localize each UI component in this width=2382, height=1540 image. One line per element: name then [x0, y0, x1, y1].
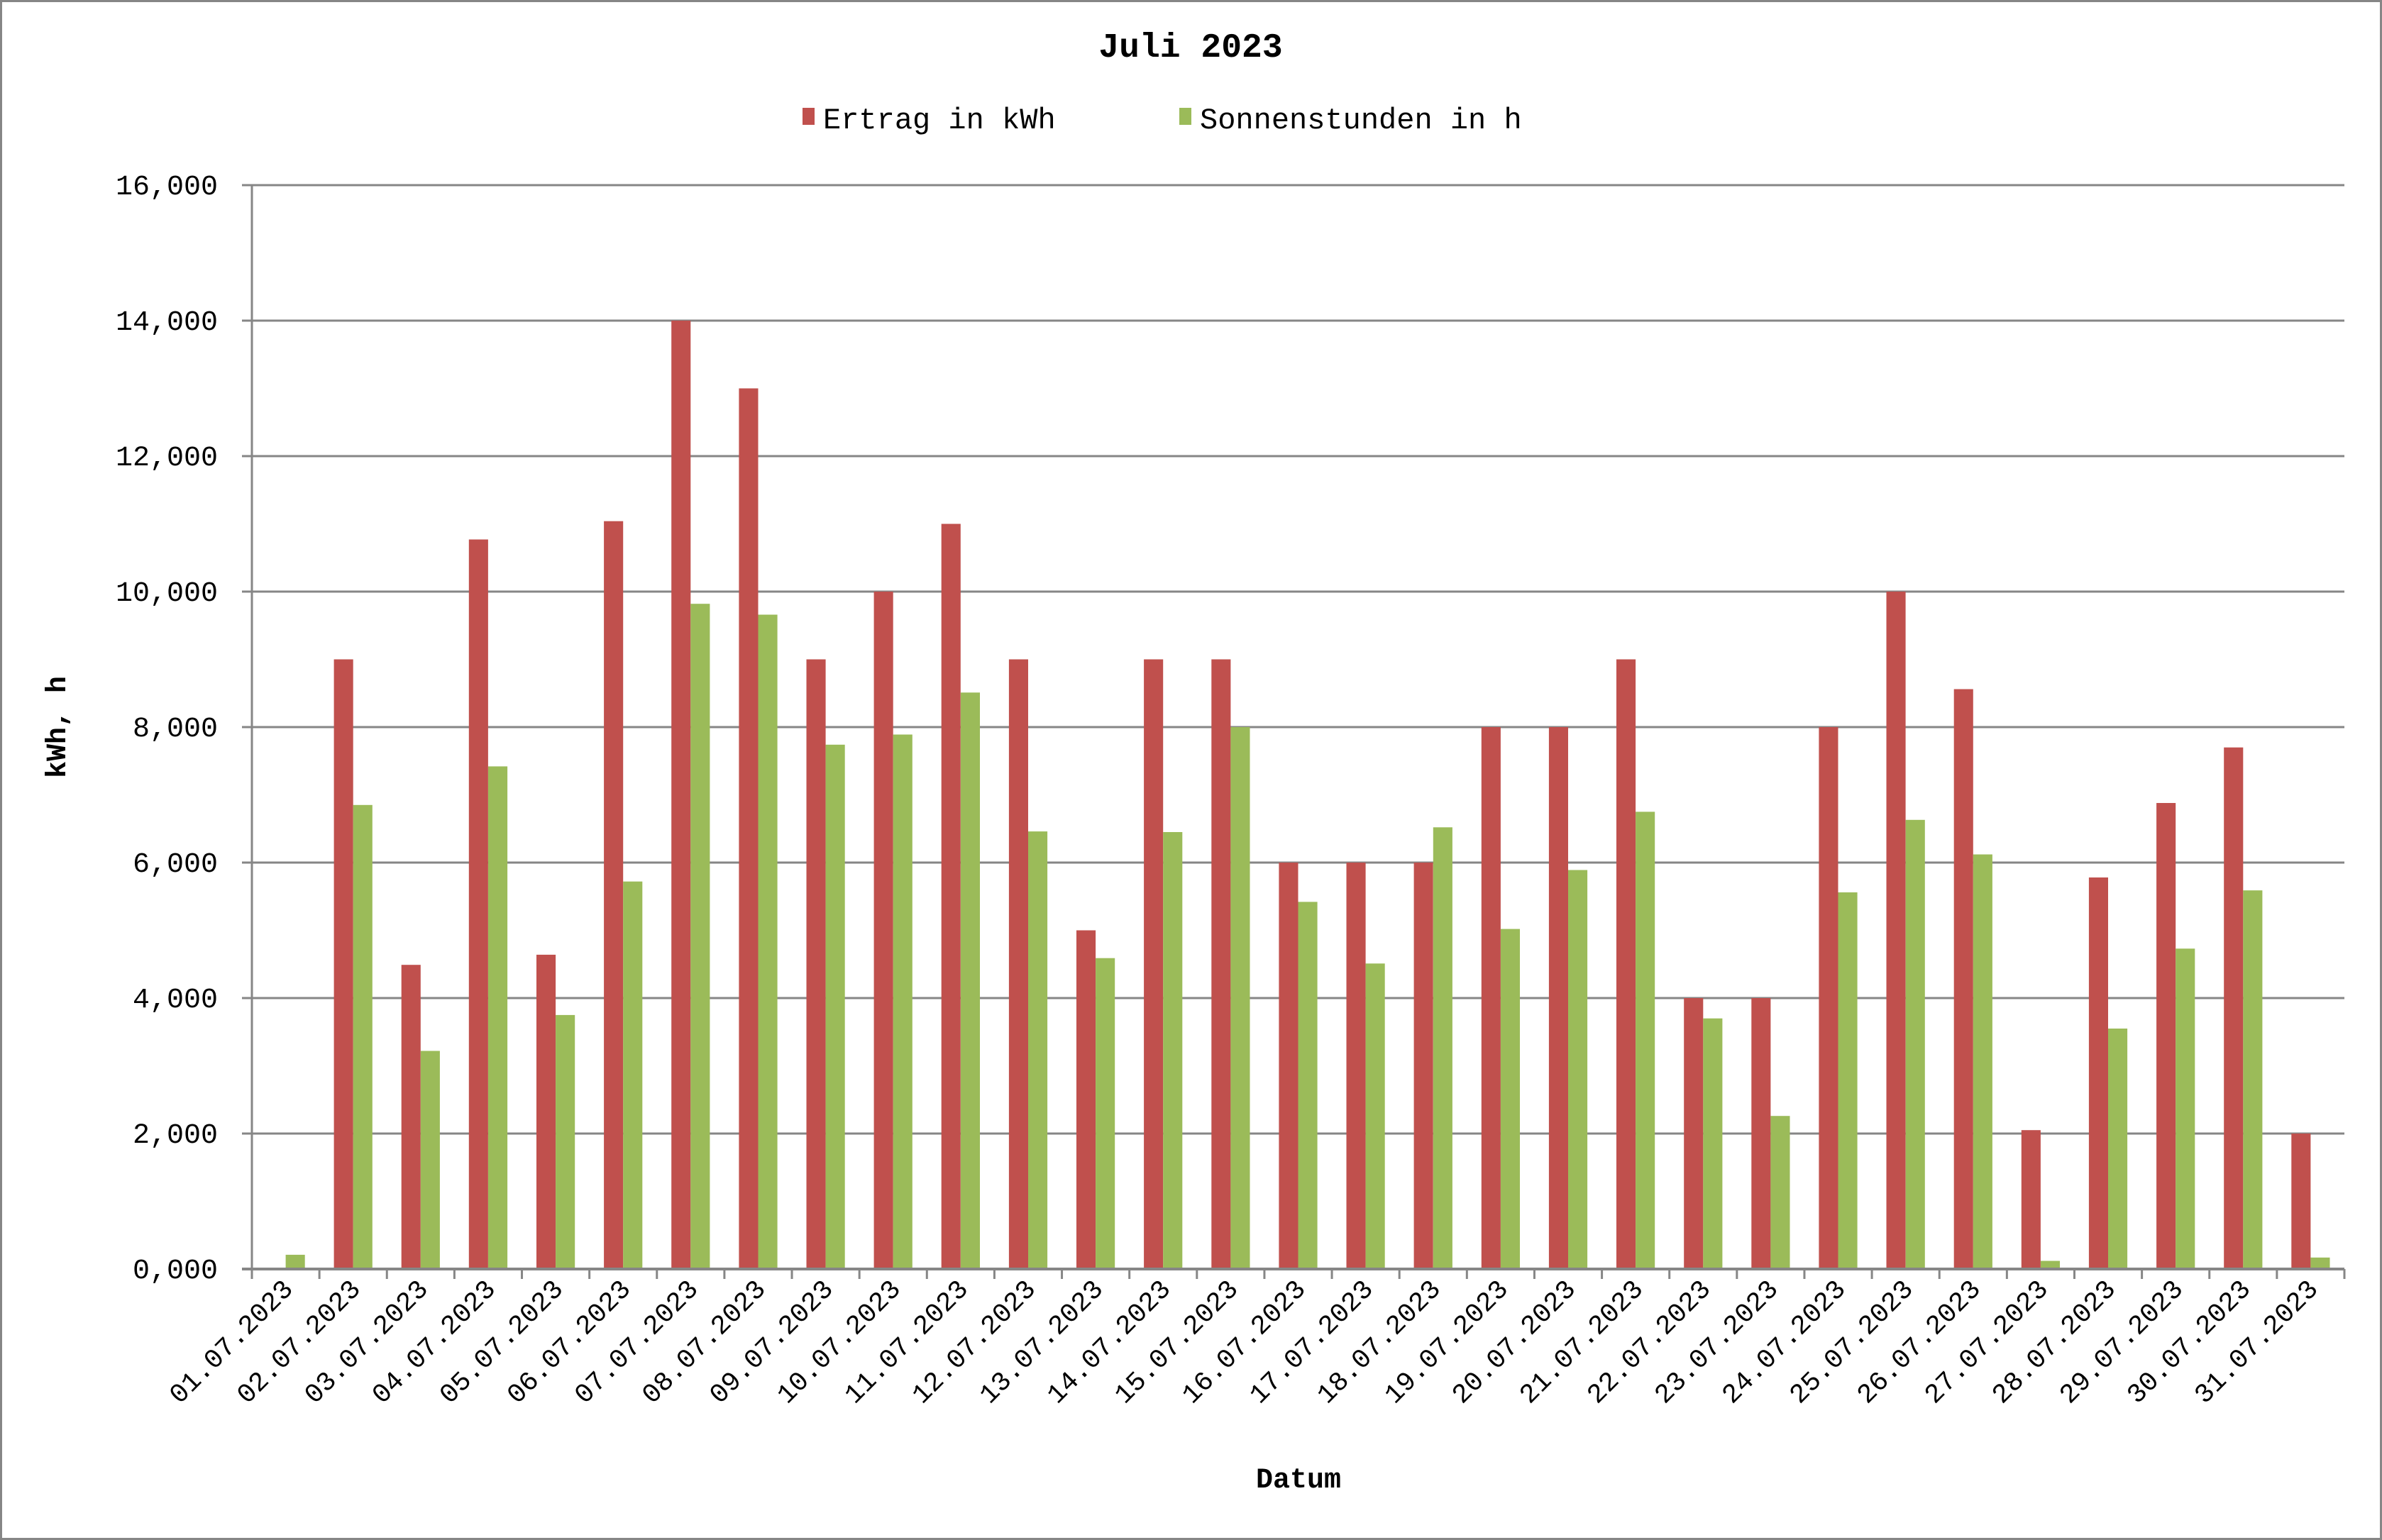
bar-ertrag: [1886, 592, 1906, 1269]
bar-sonnenstunden: [2040, 1261, 2060, 1269]
bar-sonnenstunden: [1973, 854, 1992, 1269]
bar-sonnenstunden: [893, 734, 912, 1269]
legend-swatch-sonnenstunden: [1179, 108, 1191, 125]
legend-label-ertrag: Ertrag in kWh: [823, 104, 1056, 138]
bar-ertrag: [1751, 998, 1771, 1269]
legend-swatch-ertrag: [803, 108, 815, 125]
bar-ertrag: [604, 521, 624, 1270]
y-tick-label: 2,000: [133, 1120, 218, 1152]
bar-ertrag: [2156, 803, 2176, 1269]
bar-sonnenstunden: [1636, 811, 1655, 1269]
bar-sonnenstunden: [488, 766, 508, 1269]
bar-ertrag: [1279, 863, 1298, 1269]
bar-sonnenstunden: [1230, 727, 1250, 1269]
bar-ertrag: [401, 965, 421, 1269]
y-tick-label: 4,000: [133, 985, 218, 1016]
bar-sonnenstunden: [2243, 890, 2263, 1269]
legend-label-sonnenstunden: Sonnenstunden in h: [1200, 104, 1522, 138]
y-tick-label: 10,000: [116, 578, 218, 610]
bar-sonnenstunden: [1770, 1116, 1790, 1269]
bar-sonnenstunden: [758, 614, 778, 1269]
bar-sonnenstunden: [1568, 870, 1588, 1269]
bar-ertrag: [2224, 747, 2244, 1269]
bar-sonnenstunden: [1433, 827, 1452, 1269]
bar-ertrag: [1953, 689, 1973, 1269]
bar-sonnenstunden: [1838, 892, 1858, 1269]
bar-ertrag: [333, 659, 353, 1269]
x-axis-title: Datum: [1256, 1465, 1341, 1497]
bar-ertrag: [739, 388, 759, 1269]
y-tick-label: 8,000: [133, 714, 218, 746]
bar-ertrag: [536, 954, 556, 1269]
bar-ertrag: [2021, 1130, 2041, 1269]
bar-ertrag: [1548, 727, 1568, 1269]
bar-ertrag: [671, 321, 691, 1269]
bar-ertrag: [806, 659, 826, 1269]
bar-ertrag: [1481, 727, 1501, 1269]
y-axis-tick-labels: 0,000 2,000 4,000 6,000 8,000 10,000 12,000 14,…: [116, 172, 218, 1287]
bar-sonnenstunden: [2108, 1029, 2128, 1269]
bar-sonnenstunden: [1703, 1018, 1723, 1269]
bar-ertrag: [1008, 659, 1028, 1269]
bar-sonnenstunden: [1298, 902, 1318, 1269]
bar-sonnenstunden: [1028, 831, 1048, 1269]
y-tick-label: 0,000: [133, 1256, 218, 1287]
bar-ertrag: [1684, 998, 1704, 1269]
bar-ertrag: [941, 524, 961, 1269]
y-tick-label: 16,000: [116, 172, 218, 204]
y-tick-label: 6,000: [133, 849, 218, 881]
bar-sonnenstunden: [1500, 929, 1520, 1269]
bar-ertrag: [468, 539, 488, 1269]
bar-sonnenstunden: [1365, 963, 1385, 1269]
bar-sonnenstunden: [2176, 948, 2195, 1269]
bar-ertrag: [1616, 659, 1636, 1269]
bar-sonnenstunden: [690, 604, 710, 1269]
bar-sonnenstunden: [623, 881, 643, 1269]
bar-sonnenstunden: [2310, 1257, 2330, 1269]
bar-ertrag: [2088, 877, 2108, 1269]
bar-ertrag: [1413, 863, 1433, 1269]
bars: [285, 321, 2330, 1270]
bar-ertrag: [1211, 659, 1231, 1269]
bar-sonnenstunden: [1905, 819, 1925, 1269]
legend: Ertrag in kWh Sonnenstunden in h: [803, 104, 1522, 138]
y-tick-label: 12,000: [116, 443, 218, 475]
bar-sonnenstunden: [960, 692, 980, 1269]
bar-sonnenstunden: [825, 744, 845, 1269]
x-axis-tick-labels: 01.07.202302.07.202303.07.202304.07.2023…: [164, 1275, 2325, 1411]
bar-ertrag: [1346, 863, 1366, 1269]
bar-ertrag: [1144, 659, 1164, 1269]
bar-sonnenstunden: [353, 804, 373, 1269]
bar-ertrag: [1076, 930, 1096, 1269]
bar-ertrag: [2291, 1134, 2311, 1269]
bar-sonnenstunden: [1163, 832, 1183, 1269]
bar-sonnenstunden: [420, 1051, 440, 1269]
y-tick-label: 14,000: [116, 307, 218, 339]
axes: [242, 185, 2346, 1279]
bar-sonnenstunden: [285, 1254, 305, 1269]
bar-sonnenstunden: [556, 1014, 575, 1269]
bar-sonnenstunden: [1096, 958, 1115, 1269]
y-axis-title: kWh, h: [43, 676, 75, 778]
chart-title: Juli 2023: [1098, 29, 1282, 67]
bar-ertrag: [1819, 727, 1838, 1269]
bar-ertrag: [873, 592, 893, 1269]
